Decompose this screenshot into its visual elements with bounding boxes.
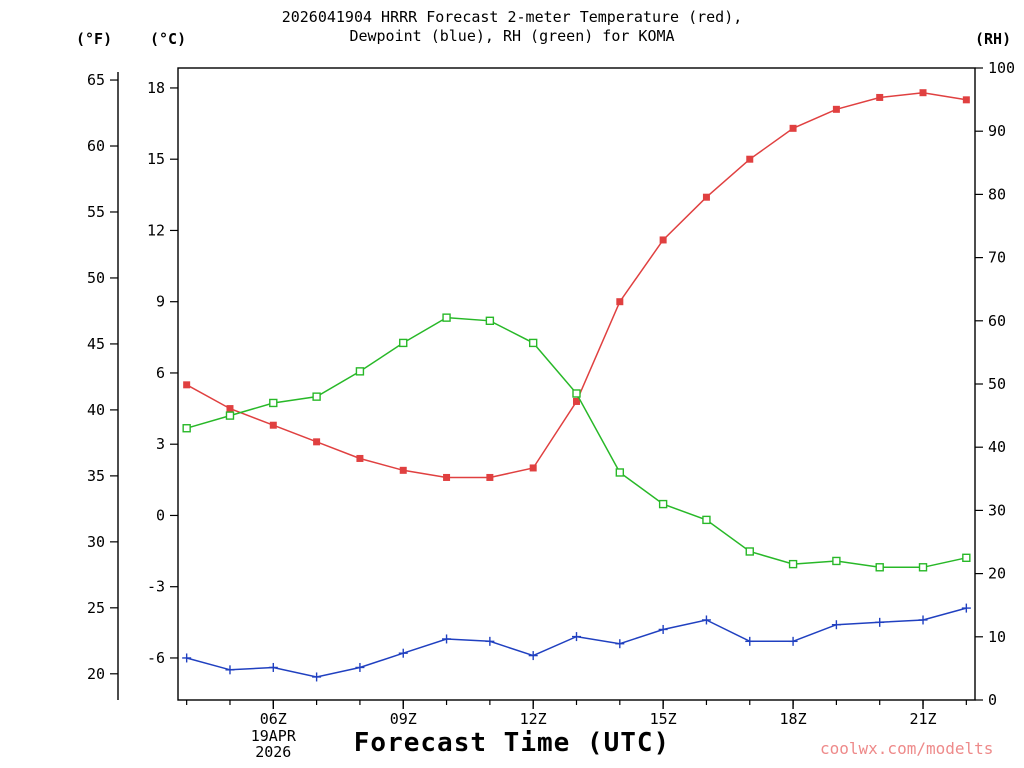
time-tick-label: 06Z (260, 710, 287, 728)
temperature-marker (486, 473, 494, 481)
temperature-marker (269, 421, 277, 429)
rh-tick-label: 0 (988, 691, 997, 709)
rh-tick-label: 20 (988, 565, 1006, 583)
temperature-marker (962, 96, 970, 104)
temperature-marker (659, 236, 667, 244)
temperature-marker (226, 405, 234, 413)
fahrenheit-tick-label: 55 (87, 203, 105, 221)
fahrenheit-tick-label: 30 (87, 533, 105, 551)
relative-humidity-marker (788, 559, 798, 569)
relative-humidity-marker (615, 468, 625, 477)
rh-tick-label: 70 (988, 249, 1006, 267)
fahrenheit-tick-label: 50 (87, 269, 105, 287)
rh-tick-label: 10 (988, 628, 1006, 646)
celsius-tick-label: -6 (147, 649, 165, 667)
celsius-tick-label: 9 (156, 293, 165, 311)
relative-humidity-line (186, 316, 967, 569)
relative-humidity-marker (745, 547, 754, 556)
rh-tick-label: 60 (988, 312, 1006, 330)
relative-humidity-marker (702, 515, 711, 525)
celsius-tick-label: -3 (147, 578, 165, 596)
temperature-marker (313, 438, 321, 446)
rh-tick-label: 30 (988, 501, 1006, 519)
celsius-tick-label: 0 (156, 506, 165, 524)
temperature-line (186, 91, 967, 479)
fahrenheit-tick-label: 45 (87, 335, 105, 353)
time-tick-date-label: 2026 (255, 743, 291, 761)
relative-humidity-marker (918, 563, 928, 572)
relative-humidity-marker (442, 313, 451, 322)
relative-humidity-marker (832, 556, 841, 566)
rh-tick-label: 40 (988, 438, 1006, 456)
fahrenheit-tick-label: 40 (87, 401, 105, 419)
fahrenheit-tick-label: 35 (87, 467, 105, 485)
relative-humidity-marker (399, 338, 408, 348)
watermark: coolwx.com/modelts (820, 739, 994, 758)
temperature-marker (399, 466, 407, 474)
temperature-marker (529, 464, 537, 472)
celsius-tick-label: 15 (147, 150, 165, 168)
rh-tick-label: 90 (988, 122, 1006, 140)
rh-unit-label: (RH) (975, 30, 1012, 48)
plot-frame (177, 67, 976, 701)
time-tick-date-label: 19APR (251, 727, 297, 745)
celsius-tick-label: 18 (147, 79, 165, 97)
relative-humidity-marker (225, 411, 235, 420)
relative-humidity-marker (182, 424, 191, 433)
chart-title: 2026041904 HRRR Forecast 2-meter Tempera… (0, 8, 1024, 46)
fahrenheit-tick-label: 20 (87, 665, 105, 683)
rh-tick-label: 100 (988, 59, 1015, 77)
time-tick-label: 18Z (780, 710, 807, 728)
temperature-marker (832, 105, 840, 113)
celsius-unit-label: (°C) (150, 30, 187, 48)
relative-humidity-marker (355, 367, 365, 376)
relative-humidity-marker (485, 316, 495, 325)
rh-tick-label: 80 (988, 185, 1006, 203)
celsius-tick-label: 6 (156, 364, 165, 382)
relative-humidity-marker (658, 499, 668, 509)
temperature-marker (616, 298, 624, 306)
celsius-tick-label: 3 (156, 435, 165, 453)
temperature-marker (789, 124, 797, 132)
temperature-marker (746, 155, 754, 163)
relative-humidity-marker (269, 398, 278, 408)
chart-title-line1: 2026041904 HRRR Forecast 2-meter Tempera… (281, 8, 743, 26)
fahrenheit-tick-label: 60 (87, 137, 105, 155)
relative-humidity-marker (875, 563, 884, 572)
relative-humidity-marker (572, 389, 581, 398)
temperature-marker (876, 93, 884, 101)
temperature-marker (919, 89, 927, 97)
fahrenheit-tick-label: 25 (87, 599, 105, 617)
fahrenheit-tick-label: 65 (87, 71, 105, 89)
temperature-marker (356, 454, 364, 462)
relative-humidity-marker (962, 553, 971, 562)
temperature-marker (183, 381, 191, 389)
celsius-tick-label: 12 (147, 221, 165, 239)
dewpoint-line (186, 607, 967, 678)
fahrenheit-unit-label: (°F) (76, 30, 113, 48)
time-tick-label: 12Z (520, 710, 547, 728)
rh-tick-label: 50 (988, 375, 1006, 393)
relative-humidity-marker (312, 392, 321, 401)
relative-humidity-marker (528, 338, 538, 348)
temperature-marker (443, 473, 451, 481)
time-tick-label: 15Z (650, 710, 677, 728)
chart-title-line2: Dewpoint (blue), RH (green) for KOMA (349, 27, 675, 45)
time-tick-label: 21Z (909, 710, 936, 728)
temperature-marker (702, 193, 710, 201)
temperature-marker (573, 397, 580, 405)
x-axis-title: Forecast Time (UTC) (353, 728, 671, 758)
time-tick-label: 09Z (390, 710, 417, 728)
